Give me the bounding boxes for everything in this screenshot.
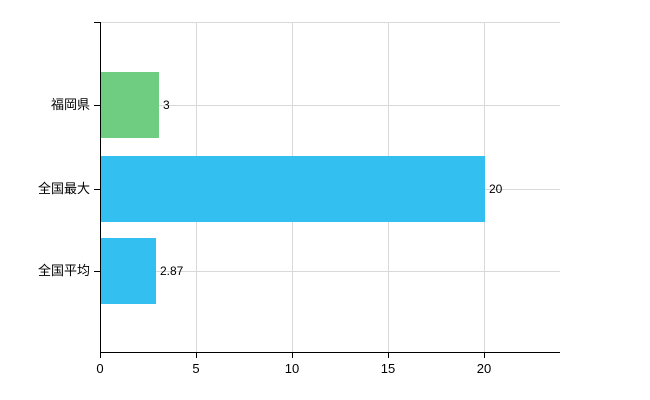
- bar-1: [101, 72, 159, 138]
- y-axis-tick: [94, 189, 100, 190]
- bar-2: [101, 156, 485, 222]
- bar-value-label: 20: [489, 182, 503, 196]
- bar-value-label: 3: [163, 98, 170, 112]
- category-gridline: [100, 105, 560, 106]
- category-label: 全国平均: [37, 263, 90, 278]
- category-label: 福岡県: [50, 97, 90, 112]
- x-axis-tick-label: 20: [476, 361, 492, 376]
- y-axis-top-tick: [94, 22, 100, 23]
- x-axis-tick-label: 10: [284, 361, 300, 376]
- x-axis-tick-label: 5: [192, 361, 200, 376]
- x-axis-tick: [388, 352, 389, 358]
- y-axis-tick: [94, 271, 100, 272]
- y-axis-tick: [94, 105, 100, 106]
- x-axis-tick: [196, 352, 197, 358]
- plot-top-gridline: [100, 22, 560, 23]
- bar-value-label: 2.87: [160, 264, 184, 278]
- y-axis-line: [100, 22, 101, 358]
- category-label: 全国最大: [37, 181, 90, 196]
- category-gridline: [100, 271, 560, 272]
- x-axis-line: [100, 352, 560, 353]
- x-axis-tick: [292, 352, 293, 358]
- x-axis-tick: [484, 352, 485, 358]
- x-axis-tick-label: 15: [380, 361, 396, 376]
- bar-3: [101, 238, 156, 304]
- x-axis-tick-label: 0: [96, 361, 104, 376]
